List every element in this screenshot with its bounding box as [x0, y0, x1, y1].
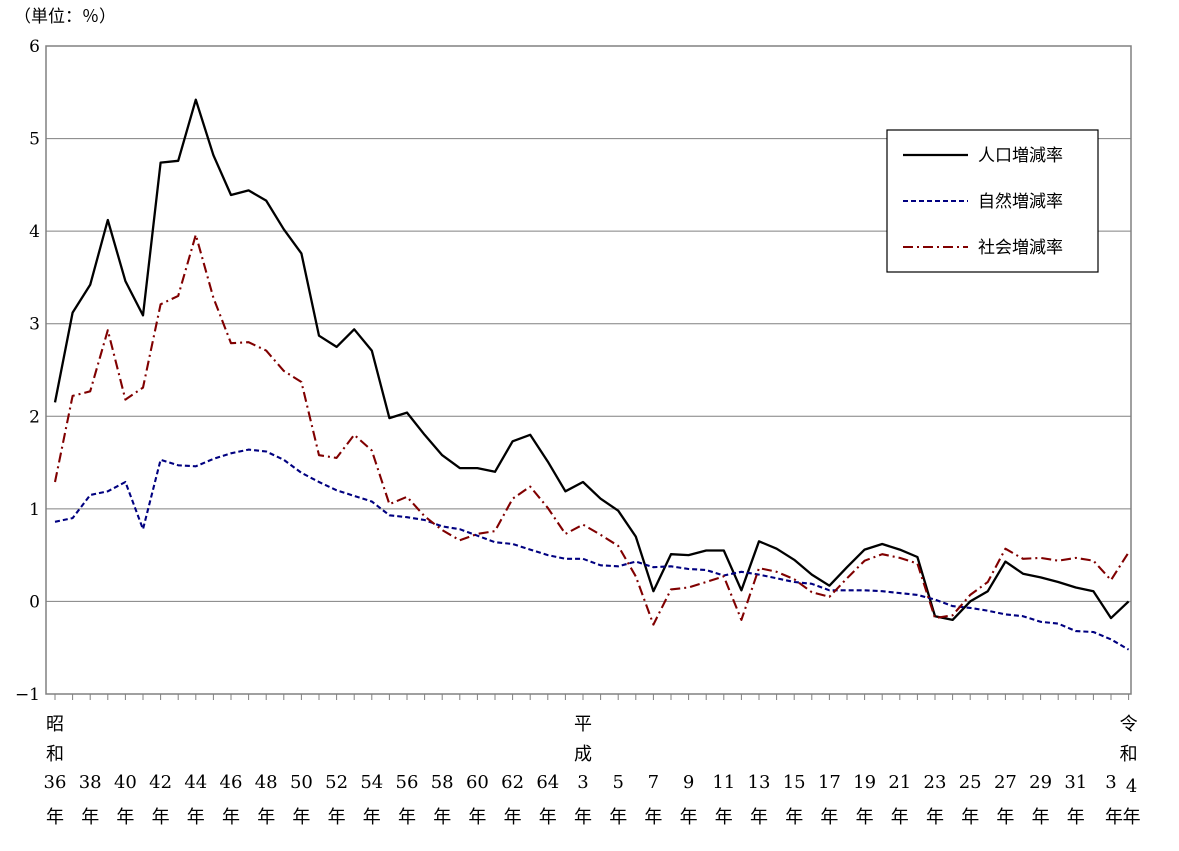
x-tick-year-suffix: 年 — [222, 807, 240, 828]
x-tick-year-suffix: 年 — [152, 807, 170, 828]
y-tick-label: −1 — [15, 685, 40, 705]
x-axis-labels: 昭和平成令和36年38年40年42年44年46年48年50年52年54年56年5… — [44, 714, 1141, 828]
x-tick-year-number: 52 — [325, 772, 348, 793]
y-tick-label: 0 — [29, 592, 40, 612]
legend-label: 社会増減率 — [978, 238, 1063, 258]
y-tick-label: 2 — [29, 407, 40, 427]
x-tick-year-suffix: 年 — [187, 807, 205, 828]
x-tick-year-number: 46 — [220, 772, 243, 793]
x-tick-year-suffix: 年 — [257, 807, 275, 828]
series-line-1 — [53, 98, 1130, 622]
series-line-2 — [54, 448, 1130, 651]
y-axis-tick-labels: 6 5 4 3 2 1 0 −1 — [15, 37, 40, 705]
x-tick-year-number: 11 — [712, 772, 735, 793]
x-tick-year-suffix: 年 — [609, 807, 627, 828]
x-tick-year-suffix: 年 — [644, 807, 662, 828]
x-tick-year-suffix: 年 — [363, 807, 381, 828]
x-tick-year-number: 62 — [501, 772, 524, 793]
x-tick-year-suffix: 年 — [46, 807, 64, 828]
x-tick-year-suffix: 年 — [891, 807, 909, 828]
gridlines — [46, 138, 1131, 602]
x-tick-year-suffix: 年 — [820, 807, 838, 828]
x-tick-year-number: 21 — [888, 772, 911, 793]
x-tick-year-number: 5 — [612, 772, 623, 793]
x-tick-year-number: 15 — [783, 772, 806, 793]
x-tick-year-number: 64 — [536, 772, 559, 793]
x-tick-year-number: 44 — [184, 772, 207, 793]
x-tick-year-suffix: 年 — [1105, 807, 1123, 828]
x-tick-year-number: 7 — [648, 772, 659, 793]
x-tick-year-suffix: 年 — [433, 807, 451, 828]
x-tick-year-number: 13 — [748, 772, 771, 793]
x-tick-year-suffix: 年 — [539, 807, 557, 828]
x-tick-year-suffix: 年 — [926, 807, 944, 828]
x-tick-year-number: 3 — [1105, 772, 1116, 793]
era-label-char: 昭 — [46, 714, 64, 735]
x-tick-year-number: 60 — [466, 772, 489, 793]
x-tick-year-number: 38 — [79, 772, 102, 793]
legend-label: 自然増減率 — [978, 192, 1063, 212]
y-tick-label: 3 — [29, 315, 40, 335]
legend-label: 人口増減率 — [978, 146, 1063, 166]
x-tick-year-suffix: 年 — [116, 807, 134, 828]
series-line-3 — [53, 233, 1130, 626]
x-tick-year-suffix: 年 — [680, 807, 698, 828]
x-tick-year-suffix: 年 — [785, 807, 803, 828]
x-tick-year-suffix: 年 — [1032, 807, 1050, 828]
x-axis-ticks — [54, 694, 1130, 700]
x-tick-year-number: 23 — [924, 772, 947, 793]
y-tick-label: 5 — [29, 130, 40, 150]
x-tick-year-suffix: 年 — [750, 807, 768, 828]
unit-label: （単位：％） — [14, 7, 116, 27]
x-tick-year-number: 36 — [44, 772, 67, 793]
x-tick-year-number: 54 — [360, 772, 383, 793]
x-tick-year-number: 31 — [1064, 772, 1087, 793]
x-tick-year-number: 25 — [959, 772, 982, 793]
x-tick-year-number: 42 — [149, 772, 172, 793]
era-label-char: 和 — [46, 744, 64, 765]
x-tick-year-number: 40 — [114, 772, 137, 793]
x-tick-year-number: 29 — [1029, 772, 1052, 793]
x-tick-year-suffix: 年 — [1067, 807, 1085, 828]
x-tick-year-suffix: 年 — [961, 807, 979, 828]
x-tick-year-number: 58 — [431, 772, 454, 793]
y-tick-label: 4 — [29, 222, 40, 242]
series-lines — [53, 98, 1130, 651]
y-tick-label: 1 — [29, 500, 40, 520]
plot-frame — [45, 45, 1132, 695]
x-tick-year-number: 3 — [577, 772, 588, 793]
x-tick-year-suffix: 年 — [715, 807, 733, 828]
era-label-char: 令 — [1120, 714, 1138, 735]
x-tick-year-suffix: 年 — [996, 807, 1014, 828]
x-tick-year-suffix: 年 — [1123, 807, 1141, 828]
x-tick-year-suffix: 年 — [328, 807, 346, 828]
x-tick-year-suffix: 年 — [468, 807, 486, 828]
y-tick-label: 6 — [29, 37, 40, 57]
era-label-char: 和 — [1120, 744, 1138, 765]
x-tick-year-suffix: 年 — [504, 807, 522, 828]
x-tick-year-number: 50 — [290, 772, 313, 793]
x-tick-year-number: 4 — [1126, 776, 1137, 797]
x-tick-year-number: 9 — [683, 772, 694, 793]
x-tick-year-number: 27 — [994, 772, 1017, 793]
x-tick-year-suffix: 年 — [81, 807, 99, 828]
era-label-char: 平 — [574, 714, 592, 735]
x-tick-year-number: 56 — [396, 772, 419, 793]
era-label-char: 成 — [574, 744, 592, 765]
x-tick-year-suffix: 年 — [398, 807, 416, 828]
x-tick-year-suffix: 年 — [292, 807, 310, 828]
x-tick-year-number: 17 — [818, 772, 841, 793]
x-tick-year-number: 19 — [853, 772, 876, 793]
x-tick-year-suffix: 年 — [574, 807, 592, 828]
x-tick-year-suffix: 年 — [856, 807, 874, 828]
x-tick-year-number: 48 — [255, 772, 278, 793]
